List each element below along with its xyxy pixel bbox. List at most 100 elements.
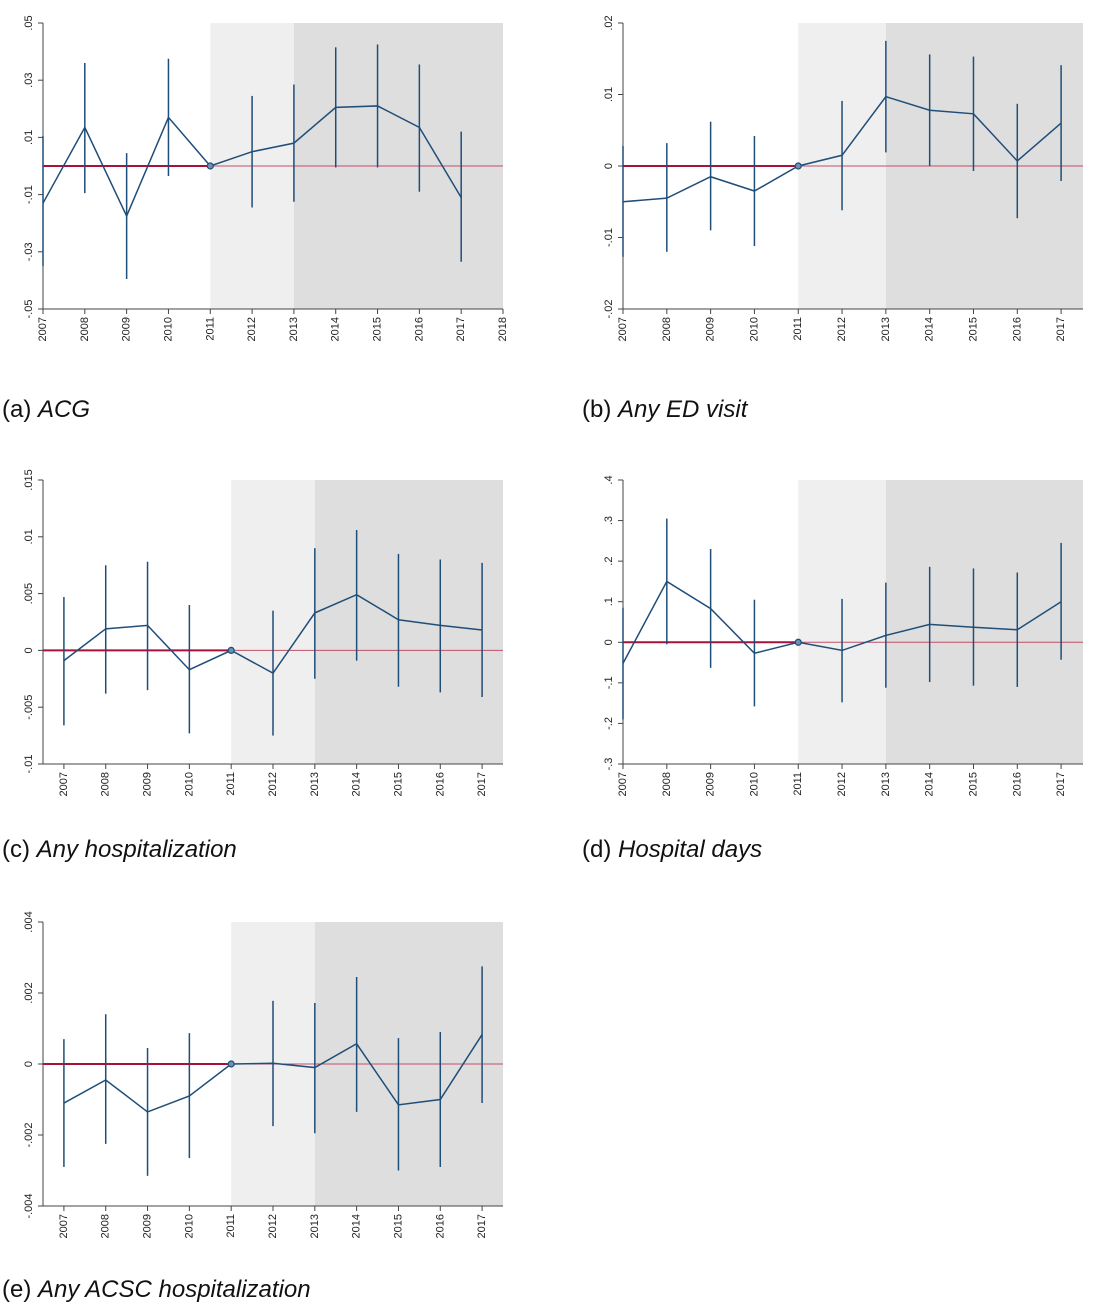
- chart-d-x-tick-label: 2010: [748, 772, 760, 796]
- chart-a-x-tick-label: 2011: [204, 317, 216, 341]
- chart-a-y-tick-label: -.05: [23, 300, 35, 319]
- chart-c-y-tick-label: -.005: [23, 695, 35, 720]
- chart-b-svg: -.02 -.01 0 .01 .02 2007 2008 2009 2010 2011 2012 2…: [603, 15, 1083, 341]
- chart-e-y-tick-label: -.002: [23, 1122, 35, 1147]
- chart-c-estimate-line: [63, 593, 483, 675]
- caption-e-name: Any ACSC hospitalization: [38, 1276, 311, 1303]
- chart-a-y-tick-label: .03: [23, 73, 35, 88]
- chart-d-y-tick-label: .2: [603, 557, 615, 566]
- chart-c-x-tick-label: 2015: [392, 772, 404, 796]
- chart-a-y-tick-label: -.01: [23, 185, 35, 204]
- chart-d-y-tick-label: .3: [603, 516, 615, 525]
- chart-panel-a: -.05 -.03 -.01 .01 .03 .05 2007 2008 2009 2010 201…: [0, 0, 540, 440]
- chart-c-reference-point: [227, 646, 235, 654]
- chart-a-y-tick-label: .01: [23, 130, 35, 145]
- chart-c-svg: -.01 -.005 0 .005 .01 .015 2007 2008 2009 2010 201…: [23, 469, 503, 796]
- chart-b-x-tick-label: 2007: [617, 317, 629, 341]
- caption-b-tag: (b): [582, 396, 612, 423]
- chart-d-x-tick-label: 2014: [924, 772, 936, 796]
- chart-d-y-tick-label: .4: [603, 475, 615, 484]
- chart-d-reference-point: [794, 638, 802, 646]
- chart-e-x-tick-label: 2016: [434, 1214, 446, 1238]
- chart-c-y-tick-label: .015: [23, 469, 35, 490]
- chart-a-estimate-line: [42, 105, 462, 218]
- caption-b-name: Any ED visit: [618, 396, 748, 423]
- chart-d-x-tick-label: 2012: [836, 772, 848, 796]
- chart-a-reference-point: [206, 162, 214, 170]
- chart-c-x-tick-label: 2012: [267, 772, 279, 796]
- caption-e: (e) Any ACSC hospitalization: [2, 1276, 311, 1304]
- chart-e-x-tick-label: 2007: [58, 1214, 70, 1238]
- chart-e-x-tick-label: 2017: [476, 1214, 488, 1238]
- chart-e-y-tick-label: -.004: [23, 1193, 35, 1218]
- chart-a-x-tick-label: 2009: [121, 317, 133, 341]
- chart-b-x-tick-label: 2013: [880, 317, 892, 341]
- chart-c-x-tick-label: 2017: [476, 772, 488, 796]
- chart-a-x-tick-label: 2016: [413, 317, 425, 341]
- caption-c-name: Any hospitalization: [36, 836, 237, 863]
- chart-e-y-tick-label: .004: [23, 911, 35, 932]
- caption-c-tag: (c): [2, 836, 30, 863]
- chart-c-x-tick-label: 2009: [142, 772, 154, 796]
- chart-b-y-tick-label: -.02: [603, 300, 615, 319]
- chart-d-x-tick-label: 2011: [792, 772, 804, 796]
- chart-e-x-tick-label: 2011: [225, 1214, 237, 1238]
- chart-e-x-tick-label: 2015: [392, 1214, 404, 1238]
- chart-a-x-tick-label: 2017: [455, 317, 467, 341]
- chart-d-y-tick-label: -.2: [603, 717, 615, 730]
- chart-e-y-tick-label: 0: [23, 1061, 35, 1067]
- chart-c-x-tick-label: 2011: [225, 772, 237, 796]
- caption-a-name: ACG: [38, 396, 91, 423]
- chart-c-shade-dark: [314, 480, 503, 764]
- chart-d-y-tick-label: -.3: [603, 758, 615, 771]
- caption-b: (b) Any ED visit: [582, 396, 747, 424]
- chart-b-reference-point: [794, 162, 802, 170]
- chart-b-estimate-line: [622, 95, 1062, 203]
- chart-d-x-tick-label: 2013: [880, 772, 892, 796]
- chart-a-x-tick-label: 2007: [37, 317, 49, 341]
- chart-a-x-tick-label: 2014: [330, 317, 342, 341]
- chart-d-x-tick-label: 2017: [1055, 772, 1067, 796]
- caption-c: (c) Any hospitalization: [2, 836, 237, 864]
- chart-d-x-tick-label: 2015: [967, 772, 979, 796]
- chart-c-x-tick-label: 2008: [100, 772, 112, 796]
- chart-a-x-tick-label: 2010: [162, 317, 174, 341]
- chart-e-x-tick-label: 2008: [100, 1214, 112, 1238]
- caption-a: (a) ACG: [2, 396, 90, 424]
- chart-a-x-tick-label: 2018: [497, 317, 509, 341]
- chart-a-y-tick-label: .05: [23, 15, 35, 30]
- chart-b-x-tick-label: 2009: [705, 317, 717, 341]
- chart-c-x-tick-label: 2010: [183, 772, 195, 796]
- chart-a-x-tick-label: 2015: [372, 317, 384, 341]
- chart-b-y-tick-label: .01: [603, 87, 615, 102]
- chart-a-x-tick-label: 2013: [288, 317, 300, 341]
- chart-c-x-tick-label: 2007: [58, 772, 70, 796]
- chart-d-y-tick-label: -.1: [603, 676, 615, 689]
- chart-d-svg: -.3 -.2 -.1 0 .1 .2 .3 .4 2007 2008 2009 2010 2011 20…: [603, 475, 1083, 796]
- chart-d-x-tick-label: 2008: [661, 772, 673, 796]
- chart-b-x-tick-label: 2008: [661, 317, 673, 341]
- chart-a-y-tick-label: -.03: [23, 242, 35, 261]
- chart-e-x-tick-label: 2013: [309, 1214, 321, 1238]
- chart-b-x-tick-label: 2011: [792, 317, 804, 341]
- chart-d-estimate-line: [622, 580, 1062, 664]
- chart-c-y-tick-label: .01: [23, 529, 35, 544]
- chart-e-x-tick-label: 2009: [142, 1214, 154, 1238]
- chart-c-y-tick-label: 0: [23, 647, 35, 653]
- chart-b-x-tick-label: 2010: [748, 317, 760, 341]
- chart-c-y-tick-label: -.01: [23, 755, 35, 774]
- chart-panel-d: -.3 -.2 -.1 0 .1 .2 .3 .4 2007 2008 2009 2010 2011 20…: [560, 460, 1100, 880]
- chart-b-y-tick-label: -.01: [603, 228, 615, 247]
- chart-d-y-tick-label: .1: [603, 597, 615, 606]
- chart-panel-c: -.01 -.005 0 .005 .01 .015 2007 2008 2009 2010 201…: [0, 460, 540, 880]
- chart-e-estimate-line: [63, 1034, 483, 1113]
- chart-a-x-tick-label: 2012: [246, 317, 258, 341]
- caption-a-tag: (a): [2, 396, 32, 423]
- chart-d-x-tick-label: 2007: [617, 772, 629, 796]
- caption-e-tag: (e): [2, 1276, 32, 1303]
- chart-a-x-tick-label: 2008: [79, 317, 91, 341]
- chart-e-x-tick-label: 2010: [183, 1214, 195, 1238]
- chart-d-y-tick-label: 0: [603, 639, 615, 645]
- caption-d-tag: (d): [582, 836, 612, 863]
- chart-e-svg: -.004 -.002 0 .002 .004 2007 2008 2009 2010 2011 2…: [23, 911, 503, 1238]
